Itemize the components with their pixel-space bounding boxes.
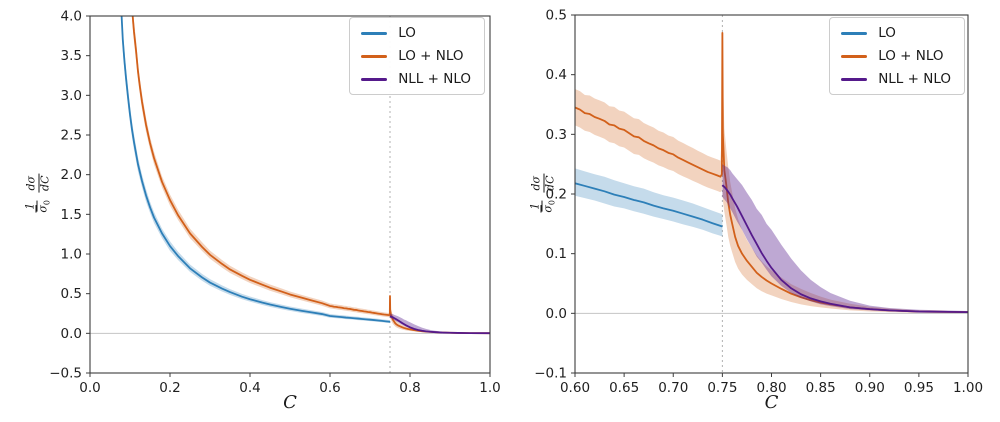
nllnlo-line	[389, 315, 490, 335]
x-axis-label: C	[283, 392, 297, 413]
y-tick-label: 3.0	[61, 88, 82, 104]
nllnlo-uncertainty-band	[390, 313, 490, 334]
legend-label-lo: LO	[878, 25, 896, 41]
chart-panel-left: 0.0 0.2 0.4 0.6 0.8 1.0 −0.5 0.0 0.5 1.0 1.5 2.0 2.5…	[24, 9, 501, 414]
x-tick-label: 1.00	[953, 380, 983, 396]
legend-item-lo-nlo: LO + NLO	[361, 48, 471, 64]
lonlo-line	[575, 32, 968, 314]
legend-item-lo-nlo: LO + NLO	[841, 48, 951, 64]
x-tick-label: 0.2	[159, 380, 180, 396]
sigma-subscript: 0	[42, 199, 52, 206]
ylabel-fraction-one-over-sigma: 1 σ0	[24, 198, 53, 215]
y-tick-label: 0.3	[546, 127, 567, 143]
nllnlo-line	[721, 184, 968, 314]
x-tick-label: 1.0	[479, 380, 500, 396]
legend-label-nll-nlo: NLL + NLO	[398, 71, 471, 87]
sigma-subscript: 0	[547, 199, 557, 206]
legend-left: LO LO + NLO NLL + NLO	[349, 17, 485, 95]
y-tick-label: 2.5	[61, 128, 82, 144]
y-axis-label: 1 σ0 dσ dC	[24, 173, 53, 215]
y-tick-label: 0.5	[61, 286, 82, 302]
legend-item-nll-nlo: NLL + NLO	[841, 71, 951, 87]
x-tick-label: 0.0	[79, 380, 100, 396]
lo-uncertainty-band	[575, 168, 723, 237]
ylabel-fraction-dsigma-dc: dσ dC	[529, 173, 557, 193]
x-tick-label: 0.65	[609, 380, 639, 396]
ylabel-dsigma: dσ	[529, 173, 545, 193]
x-tick-label: 0.6	[319, 380, 340, 396]
y-tick-label: 0.2	[546, 187, 567, 203]
x-tick-label: 0.95	[904, 380, 934, 396]
legend-right: LO LO + NLO NLL + NLO	[829, 17, 965, 95]
x-tick-label: 0.90	[855, 380, 885, 396]
ylabel-denominator: σ0	[541, 198, 558, 215]
x-tick-label: 0.85	[806, 380, 836, 396]
y-tick-label: 4.0	[61, 9, 82, 25]
y-tick-label: 1.0	[61, 247, 82, 263]
ylabel-fraction-one-over-sigma: 1 σ0	[529, 198, 558, 215]
plot-spines	[89, 15, 491, 374]
lo-line	[575, 182, 723, 228]
lo-nlo-line-swatch	[361, 54, 388, 58]
legend-item-nll-nlo: NLL + NLO	[361, 71, 471, 87]
chart-panel-right: 0.60 0.65 0.70 0.75 0.80 0.85 0.90 0.95 1.00 −0.1…	[500, 0, 1000, 422]
x-tick-label: 0.4	[239, 380, 260, 396]
y-tick-label: 0.1	[546, 246, 567, 262]
y-tick-label: 2.0	[61, 167, 82, 183]
ylabel-dc: dC	[543, 175, 557, 191]
y-tick-label: 0.0	[546, 306, 567, 322]
legend-label-lo: LO	[398, 25, 416, 41]
y-tick-label: 1.5	[61, 207, 82, 223]
lo-nlo-line-swatch	[841, 54, 868, 58]
chart-left-canvas: 0.0 0.2 0.4 0.6 0.8 1.0−0.50.00.51.01.52.02.5…	[49, 9, 500, 397]
y-axis-label: 1 σ0 dσ dC	[529, 173, 558, 215]
sigma-symbol: σ	[541, 205, 555, 213]
y-tick-label: 0.4	[546, 67, 567, 83]
nll-nlo-line-swatch	[361, 77, 388, 81]
lo-line-swatch	[841, 31, 868, 35]
chart-right-canvas: 0.60 0.65 0.70 0.75 0.80 0.85 0.90 0.95 1.00 −0.1…	[534, 8, 983, 397]
y-tick-label: 0.5	[546, 8, 567, 24]
y-tick-label: −0.5	[49, 366, 82, 382]
sigma-symbol: σ	[36, 205, 50, 213]
x-tick-label: 0.75	[707, 380, 737, 396]
y-tick-label: 3.5	[61, 48, 82, 64]
legend-label-lo-nlo: LO + NLO	[878, 48, 944, 64]
legend-item-lo: LO	[361, 25, 471, 41]
ylabel-dc: dC	[38, 175, 52, 191]
x-tick-label: 0.80	[756, 380, 786, 396]
x-tick-label: 0.60	[560, 380, 590, 396]
legend-item-lo: LO	[841, 25, 951, 41]
ylabel-fraction-dsigma-dc: dσ dC	[24, 173, 52, 193]
nll-nlo-line-swatch	[841, 77, 868, 81]
lonlo-line	[131, 16, 490, 335]
y-tick-label: 0.0	[61, 326, 82, 342]
x-tick-label: 0.8	[399, 380, 420, 396]
ylabel-dsigma: dσ	[24, 173, 40, 193]
legend-label-nll-nlo: NLL + NLO	[878, 71, 951, 87]
ylabel-denominator: σ0	[36, 198, 53, 215]
x-axis-label: C	[764, 392, 779, 413]
nllnlo-uncertainty-band	[722, 164, 968, 313]
legend-label-lo-nlo: LO + NLO	[398, 48, 464, 64]
x-tick-label: 0.70	[658, 380, 688, 396]
lo-line-swatch	[361, 31, 388, 35]
lo-line	[120, 16, 391, 323]
y-tick-label: −0.1	[534, 366, 567, 382]
